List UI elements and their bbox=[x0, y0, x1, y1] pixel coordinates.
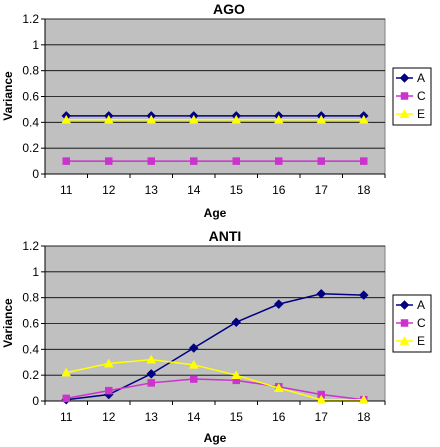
x-tick-label: 12 bbox=[102, 183, 116, 197]
data-point bbox=[190, 157, 198, 165]
y-tick-label: 0 bbox=[32, 394, 39, 408]
y-tick-label: 0.4 bbox=[22, 115, 39, 129]
legend-label: C bbox=[417, 89, 426, 103]
y-tick-label: 0.4 bbox=[22, 342, 39, 356]
data-point bbox=[358, 290, 369, 300]
x-tick-label: 17 bbox=[315, 183, 329, 197]
data-point bbox=[62, 394, 70, 403]
data-point bbox=[105, 386, 113, 395]
y-tick-label: 1.2 bbox=[22, 239, 39, 253]
y-tick-label: 0.2 bbox=[22, 141, 39, 155]
x-tick-label: 18 bbox=[357, 183, 371, 197]
data-point bbox=[358, 394, 369, 404]
y-tick-label: 1 bbox=[32, 38, 39, 52]
data-point bbox=[317, 157, 325, 165]
legend-marker bbox=[399, 300, 410, 310]
x-tick-label: 16 bbox=[272, 410, 286, 424]
x-tick-label: 13 bbox=[145, 410, 159, 424]
series-line bbox=[66, 378, 364, 401]
x-tick-label: 16 bbox=[272, 183, 286, 197]
legend-label: E bbox=[417, 334, 425, 348]
x-tick-label: 17 bbox=[315, 410, 329, 424]
data-point bbox=[231, 370, 242, 380]
data-point bbox=[273, 383, 284, 392]
data-point bbox=[316, 394, 327, 404]
legend-label: A bbox=[417, 298, 425, 312]
data-point bbox=[232, 157, 240, 165]
x-tick-label: 18 bbox=[357, 410, 371, 424]
y-tick-label: 0.8 bbox=[22, 64, 39, 78]
data-point bbox=[61, 367, 72, 377]
y-tick-label: 0.6 bbox=[22, 90, 39, 104]
series-e bbox=[61, 354, 369, 404]
x-tick-label: 14 bbox=[187, 410, 201, 424]
legend-marker bbox=[399, 73, 410, 83]
data-point bbox=[190, 375, 198, 383]
data-point bbox=[147, 379, 155, 387]
legend-label: C bbox=[417, 316, 426, 330]
series-line bbox=[66, 293, 364, 401]
legend: ACE bbox=[392, 67, 432, 126]
x-tick-label: 11 bbox=[60, 410, 73, 424]
legend-marker bbox=[399, 108, 410, 118]
data-point bbox=[146, 114, 157, 124]
data-point bbox=[275, 157, 283, 165]
data-point bbox=[147, 157, 155, 165]
series-line bbox=[66, 358, 364, 401]
y-tick-label: 1.2 bbox=[22, 12, 39, 26]
chart-title: ANTI bbox=[209, 228, 242, 244]
y-tick-label: 0.8 bbox=[22, 291, 39, 305]
y-tick-label: 0.2 bbox=[22, 368, 39, 382]
legend-label: A bbox=[417, 71, 425, 85]
x-axis-label: Age bbox=[204, 431, 227, 445]
data-point bbox=[231, 114, 242, 124]
data-point bbox=[61, 114, 72, 124]
data-point bbox=[316, 288, 327, 299]
x-tick-label: 12 bbox=[102, 410, 116, 424]
data-point bbox=[273, 299, 284, 309]
series-a bbox=[61, 288, 369, 405]
data-point bbox=[188, 359, 199, 369]
data-point bbox=[360, 157, 368, 165]
series-c bbox=[62, 157, 368, 165]
data-point bbox=[146, 354, 157, 364]
data-point bbox=[105, 157, 113, 165]
y-tick-label: 1 bbox=[32, 265, 39, 279]
x-tick-label: 15 bbox=[230, 410, 244, 424]
y-tick-label: 0 bbox=[32, 167, 39, 181]
legend-label: E bbox=[417, 107, 425, 121]
x-tick-label: 13 bbox=[145, 183, 159, 197]
data-point bbox=[358, 114, 369, 124]
data-point bbox=[316, 114, 327, 124]
data-point bbox=[62, 157, 70, 165]
chart-anti: ANTI 0 0.2 0.4 0.6 0.8 1 1.2 11 12 13 14 15 16 17 18 Age… bbox=[1, 228, 432, 445]
series-e bbox=[61, 114, 369, 124]
legend-marker bbox=[399, 335, 410, 345]
legend-marker bbox=[400, 319, 409, 327]
data-point bbox=[188, 114, 199, 124]
legend: ACE bbox=[392, 294, 432, 353]
y-tick-label: 0.6 bbox=[22, 317, 39, 331]
x-axis-label: Age bbox=[204, 206, 227, 220]
data-point bbox=[273, 114, 284, 124]
x-tick-label: 14 bbox=[187, 183, 201, 197]
chart-title: AGO bbox=[213, 1, 245, 17]
legend-marker bbox=[400, 92, 409, 100]
chart-ago: AGO 0 0.2 0.4 0.6 0.8 1 1.2 11 12 13 14 15 16 17 18 Age V… bbox=[1, 1, 432, 220]
data-point bbox=[146, 369, 157, 379]
data-point bbox=[103, 358, 114, 368]
x-tick-label: 11 bbox=[60, 183, 73, 197]
y-axis-label: Variance bbox=[1, 298, 15, 348]
x-tick-label: 15 bbox=[230, 183, 244, 197]
data-point bbox=[188, 343, 199, 353]
y-axis-label: Variance bbox=[1, 71, 15, 121]
data-point bbox=[231, 317, 242, 328]
data-point bbox=[103, 114, 114, 124]
